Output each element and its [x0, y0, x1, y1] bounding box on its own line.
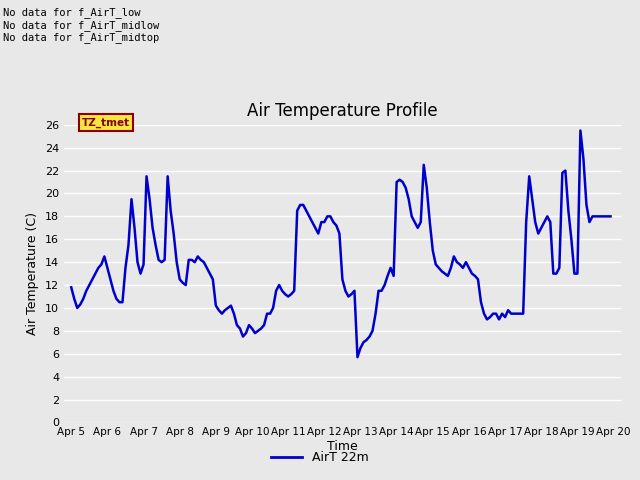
Text: No data for f_AirT_low
No data for f_AirT_midlow
No data for f_AirT_midtop: No data for f_AirT_low No data for f_Air… — [3, 7, 159, 43]
Legend: AirT 22m: AirT 22m — [266, 446, 374, 469]
Y-axis label: Air Temperature (C): Air Temperature (C) — [26, 212, 39, 335]
Text: TZ_tmet: TZ_tmet — [82, 118, 130, 128]
Title: Air Temperature Profile: Air Temperature Profile — [247, 102, 438, 120]
X-axis label: Time: Time — [327, 440, 358, 453]
